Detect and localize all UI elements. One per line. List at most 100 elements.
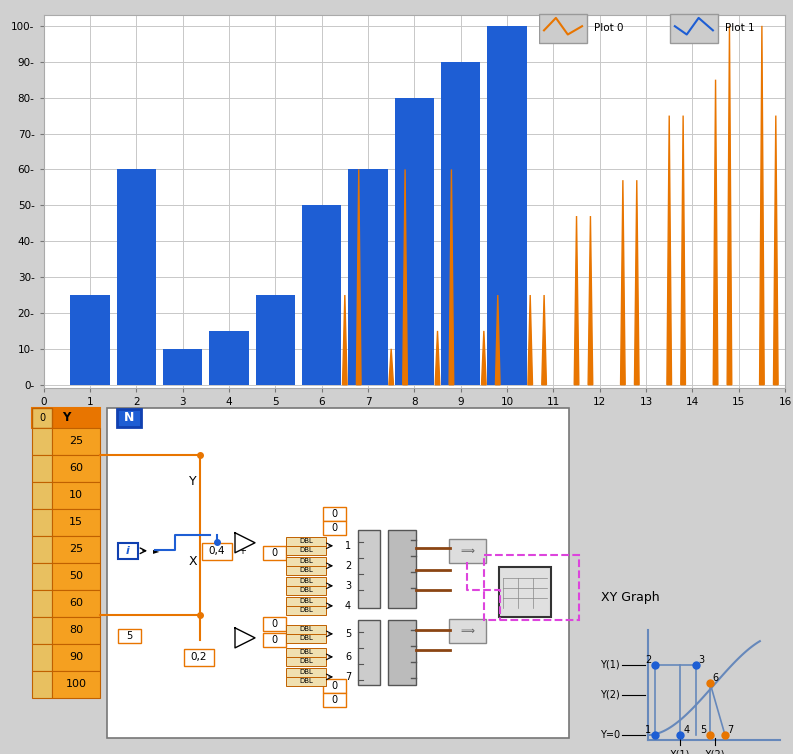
Polygon shape bbox=[356, 170, 361, 385]
Text: 0: 0 bbox=[331, 682, 337, 691]
FancyBboxPatch shape bbox=[52, 536, 100, 562]
Polygon shape bbox=[528, 295, 533, 385]
Text: 0: 0 bbox=[331, 695, 337, 706]
FancyBboxPatch shape bbox=[358, 530, 380, 608]
Text: DBL: DBL bbox=[299, 607, 313, 613]
Text: 80: 80 bbox=[69, 625, 83, 636]
Bar bbox=[209, 331, 249, 385]
Bar bbox=[348, 170, 388, 385]
Polygon shape bbox=[403, 170, 408, 385]
FancyBboxPatch shape bbox=[52, 482, 100, 509]
FancyBboxPatch shape bbox=[323, 521, 346, 535]
Text: ►: ► bbox=[153, 547, 159, 555]
Text: 6: 6 bbox=[712, 673, 718, 683]
Text: Plot 0: Plot 0 bbox=[594, 23, 623, 33]
Text: DBL: DBL bbox=[299, 658, 313, 664]
FancyBboxPatch shape bbox=[52, 644, 100, 671]
FancyBboxPatch shape bbox=[52, 509, 100, 536]
Polygon shape bbox=[634, 180, 639, 385]
Text: 6: 6 bbox=[345, 652, 351, 662]
Text: −: − bbox=[237, 538, 247, 547]
Text: 7: 7 bbox=[727, 725, 733, 735]
Text: DBL: DBL bbox=[299, 649, 313, 655]
Polygon shape bbox=[713, 80, 718, 385]
Text: 7: 7 bbox=[345, 672, 351, 682]
FancyBboxPatch shape bbox=[670, 14, 718, 43]
Text: DBL: DBL bbox=[299, 547, 313, 553]
FancyBboxPatch shape bbox=[286, 556, 326, 566]
FancyBboxPatch shape bbox=[286, 677, 326, 686]
FancyBboxPatch shape bbox=[32, 455, 52, 482]
FancyBboxPatch shape bbox=[32, 562, 52, 590]
FancyBboxPatch shape bbox=[32, 482, 52, 509]
Text: 0,4: 0,4 bbox=[209, 547, 225, 556]
FancyBboxPatch shape bbox=[262, 547, 285, 560]
Polygon shape bbox=[235, 628, 255, 648]
Text: 3: 3 bbox=[698, 655, 704, 665]
Text: X(1): X(1) bbox=[670, 750, 690, 754]
Text: ⟹: ⟹ bbox=[461, 626, 474, 636]
Text: 25: 25 bbox=[69, 436, 83, 446]
Polygon shape bbox=[449, 170, 454, 385]
Text: DBL: DBL bbox=[299, 538, 313, 544]
Text: XY Graph: XY Graph bbox=[600, 591, 659, 605]
Text: 0: 0 bbox=[331, 523, 337, 533]
Text: 0: 0 bbox=[271, 548, 277, 558]
FancyBboxPatch shape bbox=[52, 455, 100, 482]
FancyBboxPatch shape bbox=[286, 577, 326, 586]
FancyBboxPatch shape bbox=[358, 620, 380, 685]
Polygon shape bbox=[389, 349, 393, 385]
Text: DBL: DBL bbox=[299, 578, 313, 584]
Text: 2: 2 bbox=[345, 561, 351, 571]
Polygon shape bbox=[574, 216, 579, 385]
FancyBboxPatch shape bbox=[286, 648, 326, 657]
Text: N: N bbox=[124, 411, 134, 425]
FancyBboxPatch shape bbox=[117, 630, 140, 643]
FancyBboxPatch shape bbox=[32, 408, 52, 428]
Polygon shape bbox=[496, 295, 500, 385]
Bar bbox=[488, 26, 527, 385]
FancyBboxPatch shape bbox=[286, 634, 326, 643]
Text: 1: 1 bbox=[645, 725, 651, 735]
FancyBboxPatch shape bbox=[286, 597, 326, 606]
FancyBboxPatch shape bbox=[388, 530, 416, 608]
Text: 15: 15 bbox=[69, 517, 83, 527]
FancyBboxPatch shape bbox=[52, 562, 100, 590]
FancyBboxPatch shape bbox=[107, 408, 569, 738]
Polygon shape bbox=[667, 115, 672, 385]
Polygon shape bbox=[542, 295, 546, 385]
Bar bbox=[441, 62, 481, 385]
FancyBboxPatch shape bbox=[262, 633, 285, 648]
Text: Y: Y bbox=[62, 411, 71, 425]
FancyBboxPatch shape bbox=[118, 543, 138, 559]
Bar bbox=[395, 97, 434, 385]
FancyBboxPatch shape bbox=[286, 537, 326, 546]
Polygon shape bbox=[773, 115, 778, 385]
FancyBboxPatch shape bbox=[499, 567, 551, 617]
Text: DBL: DBL bbox=[299, 679, 313, 685]
Text: DBL: DBL bbox=[299, 627, 313, 633]
Bar bbox=[302, 205, 341, 385]
Text: 50: 50 bbox=[69, 572, 83, 581]
FancyBboxPatch shape bbox=[32, 428, 52, 455]
Polygon shape bbox=[235, 533, 255, 553]
Polygon shape bbox=[681, 115, 685, 385]
FancyBboxPatch shape bbox=[323, 507, 346, 521]
Polygon shape bbox=[621, 180, 625, 385]
Text: 0: 0 bbox=[331, 509, 337, 520]
FancyBboxPatch shape bbox=[32, 644, 52, 671]
Text: 1: 1 bbox=[345, 541, 351, 550]
FancyBboxPatch shape bbox=[286, 625, 326, 634]
Text: ⟹: ⟹ bbox=[461, 546, 474, 556]
FancyBboxPatch shape bbox=[32, 617, 52, 644]
Text: 60: 60 bbox=[69, 463, 83, 474]
FancyBboxPatch shape bbox=[262, 618, 285, 631]
Text: 10: 10 bbox=[69, 490, 83, 500]
FancyBboxPatch shape bbox=[52, 617, 100, 644]
Text: 2: 2 bbox=[645, 655, 651, 665]
Text: 0: 0 bbox=[271, 636, 277, 645]
Bar bbox=[163, 349, 202, 385]
Polygon shape bbox=[343, 295, 347, 385]
FancyBboxPatch shape bbox=[286, 606, 326, 615]
FancyBboxPatch shape bbox=[323, 694, 346, 707]
